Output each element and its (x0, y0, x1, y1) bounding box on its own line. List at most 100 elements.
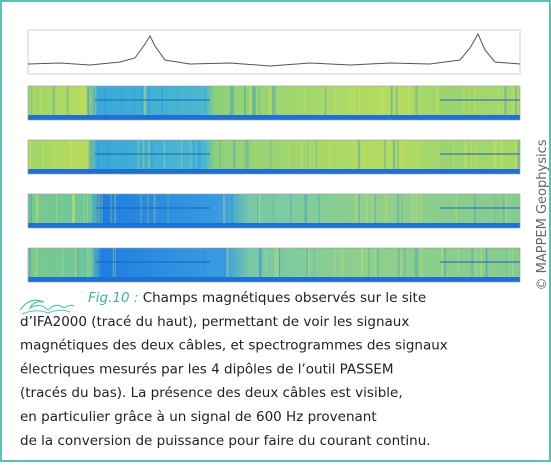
spectrogram-stripe (190, 140, 192, 170)
spectrogram-stripe (361, 248, 364, 278)
spectrogram-stripe (36, 194, 39, 224)
spectrogram-stripe (61, 248, 64, 278)
spectrogram-stripe (177, 86, 179, 116)
spectrogram-stripe (144, 86, 147, 116)
spectrogram-stripe (270, 140, 272, 170)
spectrogram-stripe (265, 248, 267, 278)
spectrogram-stripe (93, 194, 95, 224)
spectrogram-stripe (142, 140, 145, 170)
spectrogram-stripe (232, 86, 235, 116)
spectrogram-stripe (256, 194, 258, 224)
magnetic-signal (27, 32, 521, 67)
spectrogram-stripe (163, 140, 166, 170)
plot-area (27, 29, 521, 283)
spectrogram-stripe (400, 194, 402, 224)
spectrogram-stripe (133, 86, 136, 116)
caption-line: électriques mesurés par les 4 dipôles de… (20, 361, 393, 377)
spectrogram-stripe (361, 140, 363, 170)
spectrogram-stripe (515, 86, 517, 116)
spectrogram-stripe (179, 140, 182, 170)
spectrogram-stripe (140, 194, 142, 224)
spectrogram-stripe (106, 140, 109, 170)
spectrogram-stripe (55, 194, 58, 224)
spectrogram-stripe (75, 248, 77, 278)
spectrogram-stripe (143, 86, 146, 116)
spectrogram-stripe (230, 86, 233, 116)
spectrogram-stripe (372, 194, 375, 224)
spectrogram-stripe (259, 248, 261, 278)
caption-line: en particulier grâce à un signal de 600 … (20, 409, 377, 425)
spectrogram-stripe (150, 194, 152, 224)
spectrogram-stripe (97, 140, 99, 170)
spectrogram-stripe (233, 140, 236, 170)
spectrogram-stripe (355, 194, 358, 224)
spectrogram-stripe (171, 248, 174, 278)
spectrogram-stripe (88, 140, 91, 170)
spectrogram-stripe (115, 248, 116, 278)
spectrogram-stripe (368, 248, 370, 278)
caption-line: Fig.10 : Champs magnétiques observés sur… (88, 290, 426, 306)
spectrogram-stripe (249, 86, 251, 116)
spectrogram-stripe (351, 86, 353, 116)
spectrogram-stripe (349, 86, 351, 116)
spectrogram-stripe (436, 140, 438, 170)
spectrogram-stripe (259, 248, 262, 278)
spectrogram-stripe (76, 248, 79, 278)
spectrogram-stripe (353, 140, 355, 170)
spectrogram-stripe (42, 140, 44, 170)
spectrogram-stripe (271, 86, 274, 116)
spectrogram-stripe (480, 248, 483, 278)
spectrogram-stripe (258, 194, 261, 224)
spectrogram-stripe (287, 140, 289, 170)
spectrogram-stripe (398, 140, 402, 170)
spectrogram-frame (27, 85, 521, 121)
spectrogram-stripe (390, 86, 392, 116)
spectrogram-stripe (506, 248, 508, 278)
spectrogram-stripe (31, 86, 33, 116)
spectrogram-stripe (400, 248, 401, 278)
spectrogram-stripe (436, 86, 438, 116)
spectrogram-stripe (226, 248, 229, 278)
spectrogram-stripe (511, 248, 514, 278)
spectrogram-stripe (276, 248, 279, 278)
spectrogram-stripe (219, 140, 221, 170)
spectrogram-band (28, 223, 520, 228)
spectrogram-stripe (313, 248, 315, 278)
spectrogram-stripe (495, 194, 497, 224)
spectrogram-stripe (330, 140, 332, 170)
spectrogram-stripe (68, 86, 70, 116)
spectrogram-stripe (70, 140, 72, 170)
spectrogram-stripe (244, 86, 246, 116)
spectrogram-stripe (415, 194, 418, 224)
spectrogram-stripe (306, 248, 308, 278)
spectrogram-stripe (358, 86, 360, 116)
spectrogram-stripe (308, 248, 310, 278)
spectrogram-stripe (223, 248, 226, 278)
spectrogram-stripe (254, 194, 257, 224)
spectrogram-stripe (436, 86, 439, 116)
spectrogram-stripe (182, 194, 185, 224)
spectrogram-stripe (397, 248, 401, 278)
spectrogram-stripe (71, 194, 74, 224)
caption-text: Champs magnétiques observés sur le site (143, 290, 426, 306)
spectrogram-stripe (87, 86, 90, 116)
spectrogram-stripe (86, 248, 89, 278)
spectrogram-stripe (391, 86, 393, 116)
caption-line: d’IFA2000 (tracé du haut), permettant de… (20, 314, 409, 330)
spectrogram-stripe (29, 248, 31, 278)
spectrogram-stripe (87, 86, 89, 116)
spectrogram-stripe (278, 248, 281, 278)
spectrogram-stripe (395, 86, 398, 116)
spectrogram-stripe (403, 248, 406, 278)
spectrogram-stripe (273, 86, 276, 116)
spectrogram-stripe (74, 248, 77, 278)
spectrogram (27, 139, 521, 175)
spectrogram-stripe (465, 140, 467, 170)
spectrogram-stripe (386, 194, 388, 224)
spectrogram-stripe (303, 86, 306, 116)
spectrogram-stripe (441, 248, 444, 278)
spectrogram-stripe (374, 194, 376, 224)
spectrogram-stripe (474, 140, 477, 170)
spectrogram-stripe (244, 140, 246, 170)
spectrogram-stripe (202, 248, 205, 278)
